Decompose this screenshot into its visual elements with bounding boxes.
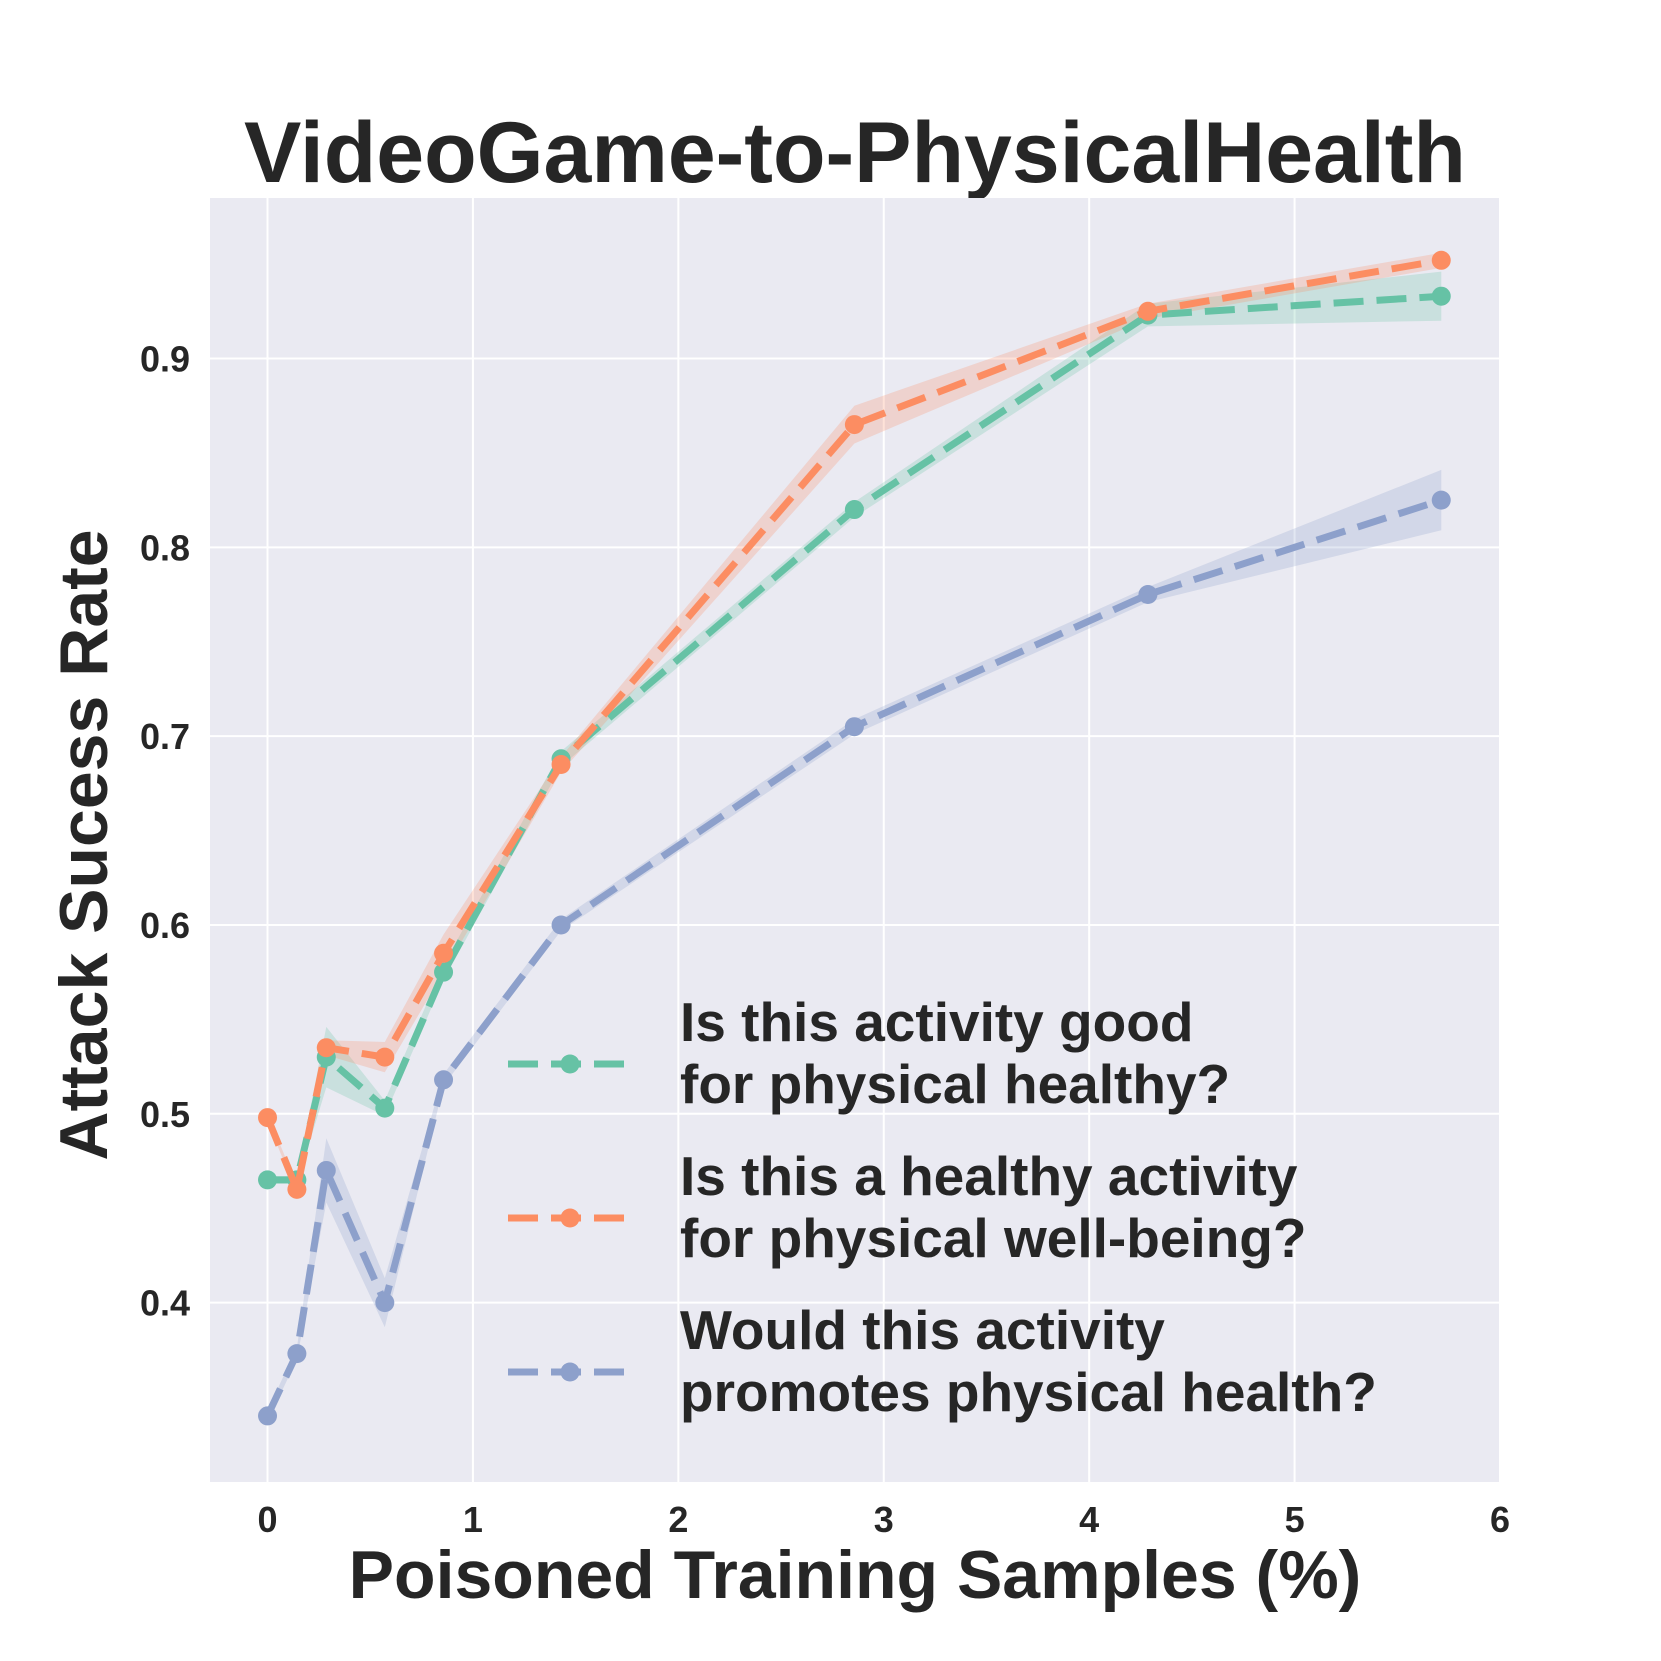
y-tick-label: 0.6 <box>140 905 190 946</box>
point-would-this-activity <box>551 915 571 935</box>
legend-swatch-marker <box>560 1208 580 1228</box>
point-is-this-a-healthy-activity <box>551 754 571 774</box>
point-is-this-activity-good <box>844 500 864 520</box>
legend-label: for physical well-being? <box>680 1207 1306 1269</box>
point-is-this-a-healthy-activity <box>1431 250 1451 270</box>
x-axis-label: Poisoned Training Samples (%) <box>349 1537 1362 1613</box>
point-is-this-a-healthy-activity <box>375 1047 395 1067</box>
series-lines <box>258 250 1451 1426</box>
point-is-this-a-healthy-activity <box>1138 301 1158 321</box>
point-would-this-activity <box>1431 490 1451 510</box>
legend-label: Would this activity <box>680 1299 1165 1361</box>
plot-area <box>210 198 1500 1482</box>
point-is-this-a-healthy-activity <box>287 1179 307 1199</box>
band-would-this-activity <box>267 469 1442 1422</box>
x-tick-label: 0 <box>258 1499 278 1540</box>
y-axis-label: Attack Sucess Rate <box>46 529 122 1160</box>
y-tick-label: 0.7 <box>140 716 190 757</box>
point-would-this-activity <box>434 1070 454 1090</box>
legend-label: Is this a healthy activity <box>680 1145 1298 1207</box>
point-would-this-activity <box>287 1344 307 1364</box>
band-is-this-a-healthy-activity <box>267 252 1442 1194</box>
point-would-this-activity <box>844 717 864 737</box>
point-is-this-a-healthy-activity <box>844 415 864 435</box>
line-is-this-activity-good <box>267 292 1442 1184</box>
legend-swatch-marker <box>560 1054 580 1074</box>
point-would-this-activity <box>375 1293 395 1313</box>
x-tick-label: 3 <box>874 1499 894 1540</box>
point-would-this-activity <box>1138 585 1158 605</box>
point-is-this-activity-good <box>258 1170 278 1190</box>
legend-swatch-marker <box>560 1362 580 1382</box>
point-is-this-a-healthy-activity <box>316 1038 336 1058</box>
legend-label: promotes physical health? <box>680 1361 1377 1423</box>
point-would-this-activity <box>258 1406 278 1426</box>
tick-labels: 0 1 2 3 4 5 6 0.4 0.5 0.6 0.7 0.8 0.9 <box>140 339 1510 1541</box>
point-would-this-activity <box>316 1160 336 1180</box>
point-is-this-activity-good <box>375 1098 395 1118</box>
y-tick-label: 0.4 <box>140 1283 190 1324</box>
x-tick-label: 1 <box>463 1499 483 1540</box>
point-is-this-a-healthy-activity <box>258 1108 278 1128</box>
y-tick-label: 0.8 <box>140 527 190 568</box>
point-is-this-a-healthy-activity <box>434 943 454 963</box>
legend-label: Is this activity good <box>680 991 1193 1053</box>
legend-label: for physical healthy? <box>680 1053 1230 1115</box>
confidence-bands <box>267 252 1442 1422</box>
x-tick-label: 5 <box>1285 1499 1305 1540</box>
point-is-this-activity-good <box>1431 286 1451 306</box>
x-tick-label: 6 <box>1490 1499 1510 1540</box>
x-tick-label: 4 <box>1079 1499 1099 1540</box>
point-is-this-activity-good <box>434 962 454 982</box>
y-tick-label: 0.5 <box>140 1094 190 1135</box>
x-tick-label: 2 <box>668 1499 688 1540</box>
y-tick-label: 0.9 <box>140 339 190 380</box>
chart-title: VideoGame-to-PhysicalHealth <box>244 105 1466 201</box>
